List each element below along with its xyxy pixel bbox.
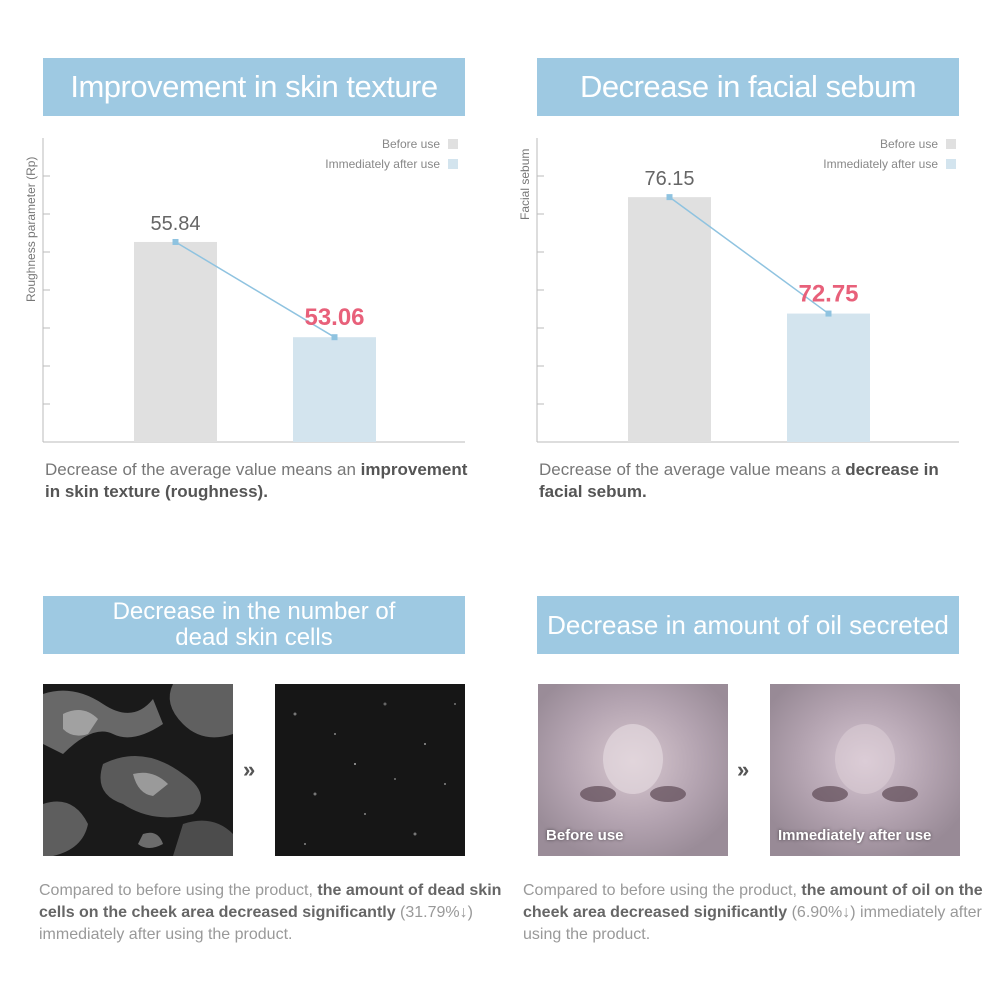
oil-after-nose-image <box>770 684 960 856</box>
legend-swatch-before <box>946 139 956 149</box>
legend-label-before: Before use <box>879 137 938 151</box>
dead-skin-caption-text2: (31.79%↓) immediately after using the pr… <box>39 904 473 943</box>
legend-swatch-after <box>448 159 458 169</box>
dead-skin-after-photo <box>275 684 465 856</box>
sebum-caption: Decrease of the average value means a de… <box>539 459 959 503</box>
bar-after <box>293 337 376 442</box>
data-label-after: 53.06 <box>304 304 364 331</box>
oil-caption-bold: the amount of oil on the cheek area decr… <box>523 882 983 921</box>
trend-line <box>175 241 335 338</box>
legend-item-after: Immediately after use <box>325 154 458 174</box>
data-label-before: 76.15 <box>644 168 694 190</box>
oil-after-label: Immediately after use <box>778 827 932 844</box>
legend-item-before: Before use <box>325 134 458 154</box>
oil-after-photo: Immediately after use <box>770 684 960 856</box>
sebum-y-axis-label: Facial sebum <box>518 148 532 220</box>
sebum-legend: Before use Immediately after use <box>823 134 956 174</box>
sebum-caption-bold: decrease in facial sebum. <box>539 460 939 501</box>
dead-skin-arrow-icon: » <box>243 757 256 782</box>
legend-item-after: Immediately after use <box>823 154 956 174</box>
sebum-chart-svg: 76.15 72.75 <box>536 138 959 443</box>
oil-arrow-icon: » <box>737 757 750 782</box>
oil-caption: Compared to before using the product, th… <box>523 880 991 946</box>
trend-point <box>825 310 832 317</box>
data-label-before: 55.84 <box>150 213 200 235</box>
dead-skin-after-texture <box>275 684 465 856</box>
trend-point <box>666 194 673 201</box>
trend-line <box>669 196 829 315</box>
legend-item-before: Before use <box>823 134 956 154</box>
sebum-chart: 76.15 72.75 <box>536 138 959 443</box>
sebum-title: Decrease in facial sebum <box>579 69 917 104</box>
legend-swatch-before <box>448 139 458 149</box>
legend-label-before: Before use <box>381 137 440 151</box>
dead-skin-title-line2: dead skin cells <box>175 624 333 651</box>
dead-skin-title-line1: Decrease in the number of <box>112 598 396 625</box>
dead-skin-caption: Compared to before using the product, th… <box>39 880 514 946</box>
oil-before-nose-image <box>538 684 728 856</box>
legend-label-after: Immediately after use <box>823 157 938 171</box>
sebum-title-banner: Decrease in facial sebum <box>537 58 959 116</box>
texture-y-axis-label: Roughness parameter (Rp) <box>24 156 38 302</box>
texture-chart: 55.84 53.06 <box>42 138 465 443</box>
dead-skin-caption-bold: the amount of dead skin cells on the che… <box>39 882 502 921</box>
oil-caption-text2: (6.90%↓) immediately after using the pro… <box>523 904 982 943</box>
sebum-caption-text: Decrease of the average value means a <box>539 460 846 479</box>
dead-skin-title-banner: Decrease in the number of dead skin cell… <box>43 596 465 654</box>
oil-before-label: Before use <box>546 827 624 844</box>
dead-skin-before-photo <box>43 684 233 856</box>
legend-swatch-after <box>946 159 956 169</box>
bar-after <box>787 313 870 442</box>
oil-before-photo: Before use <box>538 684 728 856</box>
texture-caption-bold: improvement in skin texture (roughness). <box>45 460 468 501</box>
bar-before <box>134 241 217 442</box>
oil-title-banner: Decrease in amount of oil secreted <box>537 596 959 654</box>
texture-title-banner: Improvement in skin texture <box>43 58 465 116</box>
bar-before <box>628 197 711 442</box>
dead-skin-caption-text1: Compared to before using the product, <box>39 882 318 899</box>
trend-point <box>331 334 338 341</box>
texture-legend: Before use Immediately after use <box>325 134 458 174</box>
texture-title: Improvement in skin texture <box>70 69 438 104</box>
texture-caption-text: Decrease of the average value means an <box>45 460 361 479</box>
texture-caption: Decrease of the average value means an i… <box>45 459 485 503</box>
data-label-after: 72.75 <box>798 281 858 308</box>
oil-title: Decrease in amount of oil secreted <box>547 610 949 640</box>
legend-label-after: Immediately after use <box>325 157 440 171</box>
trend-point <box>172 238 179 245</box>
dead-skin-before-texture <box>43 684 233 856</box>
texture-chart-svg: 55.84 53.06 <box>42 138 465 443</box>
oil-caption-text1: Compared to before using the product, <box>523 882 802 899</box>
